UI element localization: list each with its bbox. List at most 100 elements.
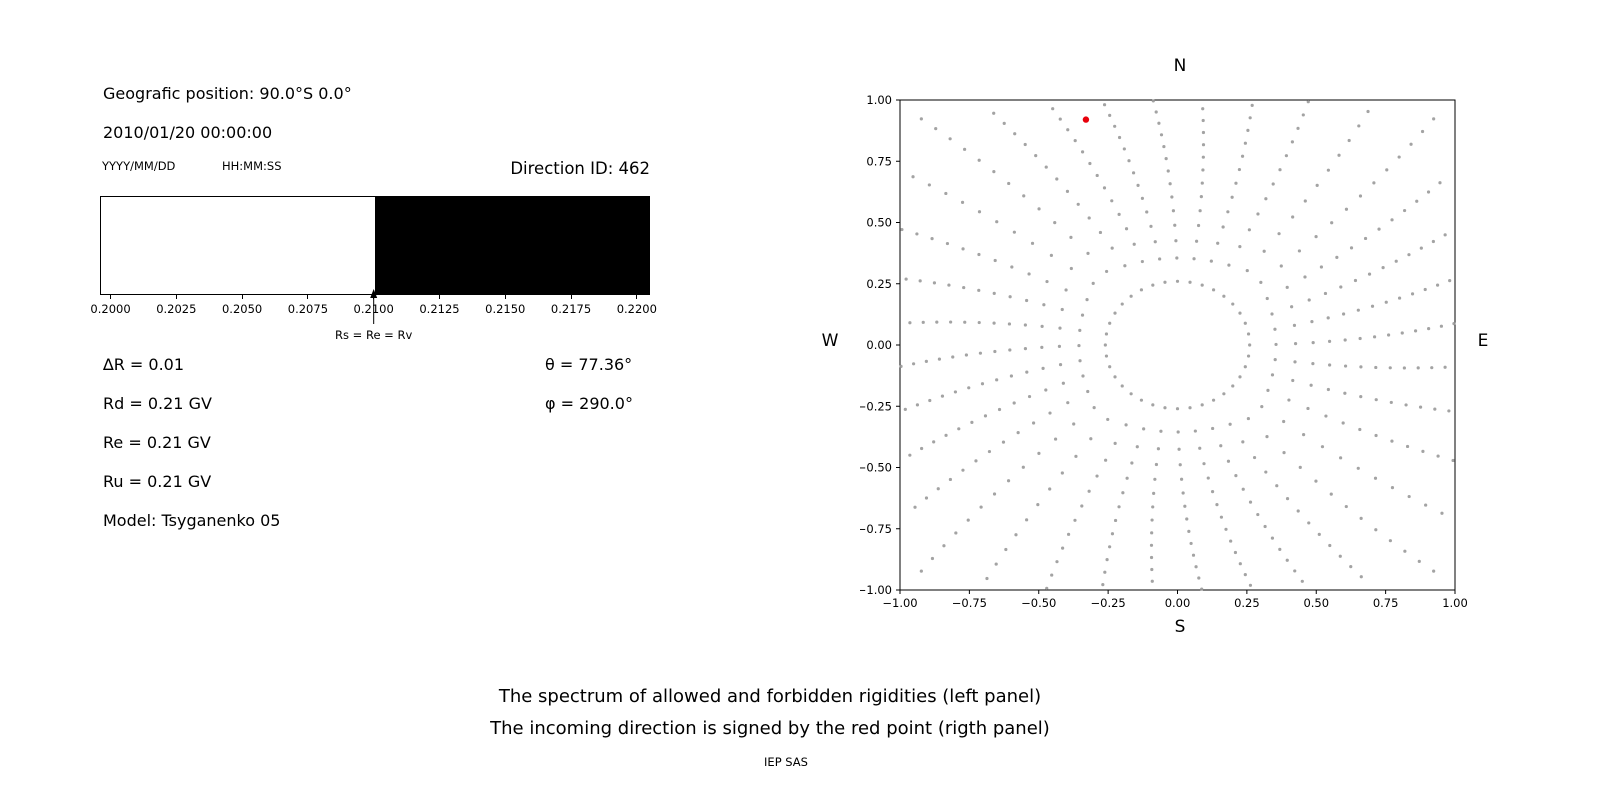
trajectory-dot: [1073, 139, 1077, 143]
trajectory-dot: [1330, 221, 1334, 225]
trajectory-dot: [1372, 335, 1377, 339]
trajectory-dot: [1409, 142, 1413, 146]
trajectory-dot: [1175, 256, 1179, 260]
trajectory-dot: [1443, 233, 1447, 237]
trajectory-dot: [1120, 302, 1124, 306]
trajectory-dot: [1424, 503, 1428, 507]
trajectory-dot: [994, 562, 998, 566]
trajectory-dot: [927, 183, 931, 187]
trajectory-dot: [1127, 159, 1131, 163]
trajectory-dot: [1053, 437, 1058, 441]
trajectory-dot: [947, 283, 951, 287]
trajectory-dot: [1234, 474, 1238, 478]
trajectory-dot: [1183, 504, 1187, 508]
trajectory-dot: [1163, 280, 1167, 284]
trajectory-dot: [1423, 287, 1427, 292]
trajectory-dot: [1060, 471, 1064, 475]
trajectory-dot: [1159, 133, 1164, 137]
trajectory-dot: [1447, 409, 1451, 413]
trajectory-dot: [1060, 307, 1064, 312]
trajectory-dot: [936, 487, 940, 491]
trajectory-dot: [1243, 141, 1247, 145]
trajectory-dot: [915, 403, 920, 407]
trajectory-dot: [1270, 373, 1275, 377]
trajectory-dot: [1140, 196, 1145, 200]
spectrum-chart: 0.2000 0.2025 0.2050 0.2075 0.2100 0.2125 0.21…: [90, 196, 657, 356]
trajectory-dot: [1211, 288, 1216, 292]
trajectory-dot: [1373, 476, 1378, 480]
trajectory-dot: [1319, 265, 1324, 269]
trajectory-dot: [1443, 365, 1447, 369]
trajectory-dot: [1080, 150, 1085, 154]
trajectory-dot: [1243, 365, 1247, 369]
param-delta-r: ∆R = 0.01: [103, 355, 185, 374]
trajectory-dot: [1241, 440, 1245, 444]
y-tick-label: −0.75: [860, 522, 892, 536]
trajectory-dot: [1103, 343, 1107, 347]
trajectory-dot: [1117, 212, 1121, 216]
trajectory-dot: [1076, 202, 1080, 206]
trajectory-dot: [1092, 405, 1096, 410]
plot-frame: [899, 99, 1456, 591]
trajectory-dot: [945, 241, 950, 246]
trajectory-dot: [1341, 312, 1346, 316]
trajectory-dot: [995, 220, 999, 224]
y-tick-label: 0.00: [866, 338, 892, 352]
trajectory-dot: [1177, 447, 1181, 451]
trajectory-dot: [1002, 121, 1006, 125]
trajectory-dot: [1058, 117, 1062, 121]
trajectory-dot: [1142, 427, 1146, 431]
trajectory-dot: [1407, 253, 1411, 257]
trajectory-dot: [1027, 272, 1031, 276]
spectrum-tick-mark: [636, 295, 638, 299]
trajectory-dot: [1359, 365, 1363, 369]
trajectory-dot: [1432, 117, 1436, 121]
trajectory-dot: [1381, 266, 1385, 270]
trajectory-dot: [1259, 280, 1263, 285]
trajectory-dot: [1087, 489, 1091, 493]
spectrum-tick-mark: [570, 295, 572, 299]
trajectory-dot: [1170, 195, 1174, 199]
trajectory-dot: [1198, 209, 1202, 213]
trajectory-dot: [1061, 546, 1065, 550]
trajectory-dot: [1191, 553, 1196, 557]
trajectory-dot: [1151, 505, 1155, 509]
trajectory-dot: [1314, 479, 1318, 483]
compass-west-label: W: [821, 331, 839, 351]
trajectory-dot: [919, 569, 923, 573]
trajectory-dot: [1278, 547, 1282, 551]
trajectory-dot: [1044, 388, 1048, 392]
trajectory-dot: [1145, 210, 1149, 214]
trajectory-dot: [1329, 492, 1333, 496]
trajectory-dot: [1098, 230, 1103, 235]
trajectory-dot: [1157, 121, 1161, 125]
trajectory-dot: [908, 453, 912, 457]
trajectory-dot: [1338, 554, 1342, 558]
trajectory-dot: [1179, 477, 1184, 481]
trajectory-dot: [924, 359, 928, 364]
trajectory-dot: [1436, 454, 1440, 458]
param-theta: θ = 77.36°: [545, 355, 633, 374]
trajectory-dot: [1328, 543, 1332, 548]
trajectory-dot: [1303, 275, 1307, 279]
trajectory-dot: [1357, 124, 1361, 128]
trajectory-dot: [1324, 414, 1328, 418]
trajectory-dot: [993, 349, 997, 354]
trajectory-dot: [1124, 227, 1129, 231]
trajectory-dot: [1088, 161, 1092, 166]
trajectory-dot: [954, 531, 958, 535]
trajectory-dot: [1219, 515, 1224, 519]
param-model: Model: Tsyganenko 05: [103, 511, 281, 530]
trajectory-dot: [1199, 195, 1203, 199]
x-tick-label: 0.00: [1165, 596, 1191, 610]
trajectory-dot: [1339, 456, 1343, 460]
trajectory-dot: [1057, 344, 1062, 348]
trajectory-dot: [1264, 470, 1268, 474]
trajectory-dot: [1058, 326, 1062, 330]
trajectory-dot: [1055, 560, 1059, 564]
trajectory-dot: [1085, 298, 1089, 302]
trajectory-dot: [1296, 126, 1300, 130]
trajectory-dot: [1222, 294, 1226, 298]
y-tick-label: 0.75: [866, 154, 892, 168]
trajectory-dot: [1081, 374, 1085, 378]
